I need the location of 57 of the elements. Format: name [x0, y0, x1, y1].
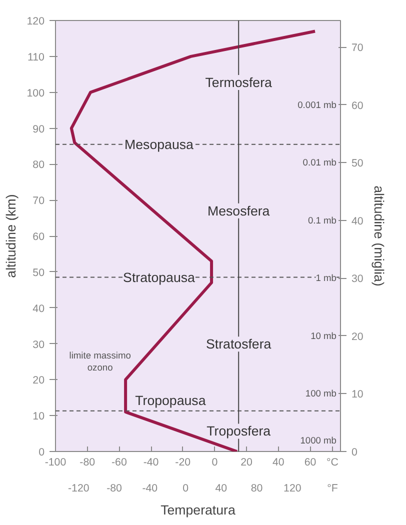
y-tick-label: 30	[32, 338, 45, 351]
x-tick-label: 0	[212, 456, 218, 468]
y2-tick-label: 30	[352, 273, 364, 286]
annotation: Troposfera	[206, 424, 272, 439]
annotation: Mesosfera	[207, 203, 270, 218]
x-tick-label: 60	[304, 456, 316, 468]
x2-tick-label: 0	[182, 482, 189, 494]
y-tick-label: 90	[32, 123, 45, 136]
x2-tick-label: -120	[68, 482, 90, 494]
x-tick-label: -100	[44, 456, 66, 468]
y2-tick-label: 70	[352, 42, 364, 54]
y2-tick-label: 60	[352, 100, 364, 112]
x-tick-label: -40	[143, 456, 159, 468]
x-tick-label: °C	[326, 456, 339, 468]
y-tick-label: 100	[26, 87, 45, 100]
annotation: 1000 mb	[300, 436, 337, 446]
x2-tick-label: -80	[106, 482, 122, 494]
y-tick-label: 80	[32, 159, 45, 172]
y-tick-label: 110	[28, 51, 45, 64]
ref-line-label: Mesopausa	[124, 136, 194, 152]
annotation: 10 mb	[310, 330, 337, 341]
annotation: 0.01 mb	[302, 158, 337, 168]
x2-tick-label: 40	[215, 482, 228, 494]
y-tick-label: 60	[32, 231, 45, 243]
annotation: Termosfera	[205, 74, 273, 90]
annotation: Stratosfera	[206, 336, 272, 352]
y-tick-label: 0	[38, 446, 45, 458]
ref-line-label: Tropopausa	[135, 392, 206, 408]
annotation: 100 mb	[305, 388, 337, 399]
x-axis-title: Temperatura	[160, 502, 236, 518]
y-axis-title: altitudine (km)	[4, 194, 19, 278]
y-tick-label: 120	[26, 16, 45, 28]
y-tick-label: 40	[32, 302, 45, 315]
y2-axis-title: altitudine (miglia)	[371, 186, 386, 286]
annotation: 0.001 mb	[298, 100, 337, 110]
x2-tick-label: 120	[284, 482, 302, 494]
x2-tick-label: -40	[142, 482, 158, 494]
y-tick-label: 70	[32, 195, 45, 208]
y-tick-label: 10	[32, 410, 45, 423]
y2-tick-label: 40	[352, 215, 364, 228]
x2-tick-label: °F	[327, 482, 338, 494]
annotation: 1 mb	[316, 273, 337, 284]
annotation: limite massimo ozono	[69, 350, 131, 373]
x2-tick-label: 80	[250, 482, 263, 494]
y2-tick-label: 50	[352, 158, 364, 170]
ref-line-label: Stratopausa	[123, 270, 196, 285]
y-tick-label: 50	[32, 266, 45, 279]
x-tick-label: -20	[175, 456, 191, 468]
x-tick-label: -80	[80, 456, 96, 468]
y2-tick-label: 20	[352, 330, 364, 343]
annotation: 0.1 mb	[308, 215, 337, 226]
x-tick-label: 40	[272, 456, 284, 468]
y2-tick-label: 10	[352, 388, 364, 401]
x-tick-label: 20	[240, 456, 253, 468]
y2-tick-label: 0	[352, 446, 358, 458]
x-tick-label: -60	[111, 456, 127, 468]
y-tick-label: 20	[32, 374, 45, 387]
